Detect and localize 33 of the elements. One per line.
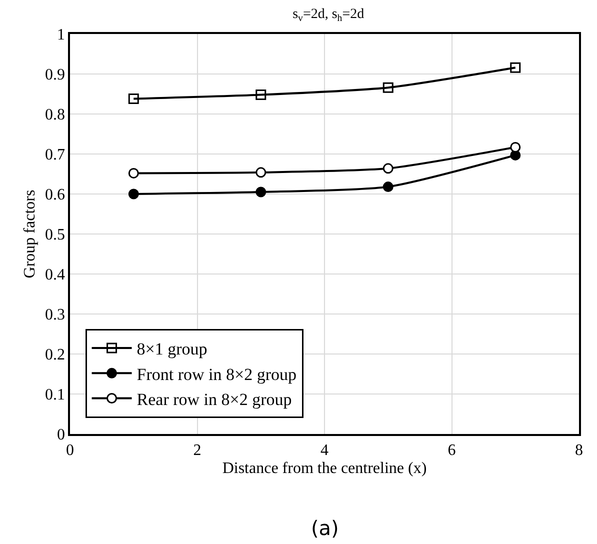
point <box>256 167 266 178</box>
point <box>510 62 521 73</box>
point <box>382 163 394 174</box>
point <box>510 142 521 152</box>
y-axis-title: Group factors <box>21 190 38 278</box>
text: (a) <box>311 516 339 540</box>
legend-label: Front row in 8×2 group <box>136 364 297 384</box>
y-tick-label: 0.7 <box>45 146 66 164</box>
y-tick-label: 0 <box>57 426 66 444</box>
legend-label: Rear row in 8×2 group <box>136 390 292 409</box>
y-tick-label: 0.5 <box>45 226 66 244</box>
x-tick-label: 6 <box>448 442 456 459</box>
y-tick-label: 0.4 <box>45 266 66 284</box>
x-tick-label: 8 <box>575 442 583 459</box>
point <box>382 82 394 93</box>
chart-title: s$_{v}$=2d, s$_{h}$=2d <box>292 6 364 24</box>
point <box>128 94 139 104</box>
y-tick-label: 0.2 <box>45 346 66 364</box>
point <box>128 188 139 200</box>
y-tick-label: 0.9 <box>45 66 66 84</box>
y-tick-label: 0.8 <box>45 106 66 124</box>
y-tick-label: 0.3 <box>45 306 66 324</box>
x-axis-title: Distance from the centreline (x) <box>222 460 427 478</box>
x-tick-label: 4 <box>320 442 328 459</box>
x-tick-label: 2 <box>193 442 202 459</box>
point <box>256 90 266 100</box>
y-tick-label: 0.1 <box>45 386 66 404</box>
legend-label: 8×1 group <box>136 340 208 359</box>
y-tick-label: 0.6 <box>45 186 66 204</box>
y-tick-label: 1 <box>57 26 66 44</box>
point <box>128 168 139 178</box>
point <box>382 182 394 192</box>
point <box>256 186 266 198</box>
